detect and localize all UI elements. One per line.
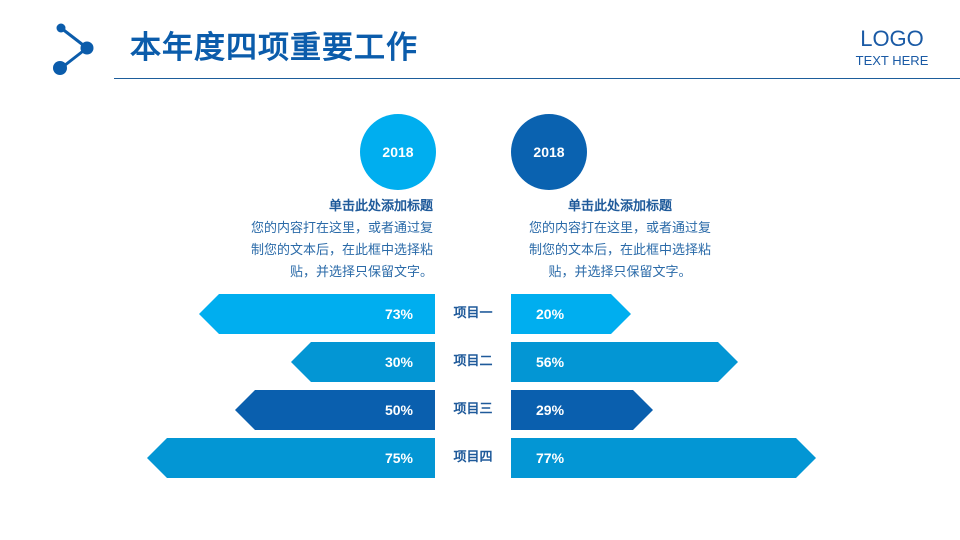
desc-line: 您的内容打在这里，或者通过复	[528, 221, 711, 236]
year-badge-left: 2018	[360, 114, 436, 190]
page-title: 本年度四项重要工作	[130, 30, 418, 66]
bar-value: 20%	[536, 306, 565, 322]
right-bar-row2: 56%	[511, 342, 738, 382]
year-badge-right: 2018	[511, 114, 587, 190]
row-label: 项目三	[453, 402, 493, 417]
right-bar-row3: 29%	[511, 390, 653, 430]
year-text: 2018	[382, 144, 414, 160]
desc-line: 制您的文本后，在此框中选择粘	[528, 243, 711, 258]
desc-line: 贴，并选择只保留文字。	[548, 265, 692, 280]
left-bar-row4: 75%	[147, 438, 435, 478]
logo-subtext: TEXT HERE	[855, 53, 929, 68]
bar-value: 50%	[384, 402, 413, 418]
logo-text: LOGO	[860, 26, 924, 51]
right-bar-row4: 77%	[511, 438, 816, 478]
desc-line: 制您的文本后，在此框中选择粘	[250, 243, 433, 258]
right-bar-row1: 20%	[511, 294, 631, 334]
year-text: 2018	[533, 144, 565, 160]
desc-line: 您的内容打在这里，或者通过复	[250, 221, 433, 236]
bar-value: 30%	[384, 354, 413, 370]
header-divider	[114, 78, 960, 79]
bar-value: 29%	[536, 402, 565, 418]
left-heading: 单击此处添加标题	[328, 199, 433, 214]
bar-value: 73%	[384, 306, 413, 322]
right-heading: 单击此处添加标题	[567, 199, 672, 214]
row-label: 项目四	[453, 450, 493, 465]
left-bar-row3: 50%	[235, 390, 435, 430]
bar-value: 56%	[536, 354, 565, 370]
left-bar-row2: 30%	[291, 342, 435, 382]
row-label: 项目一	[453, 306, 493, 321]
desc-line: 贴，并选择只保留文字。	[289, 265, 433, 280]
bar-value: 75%	[384, 450, 413, 466]
bar-value: 77%	[536, 450, 565, 466]
row-label: 项目二	[453, 354, 493, 369]
right-description: 您的内容打在这里，或者通过复 制您的文本后，在此框中选择粘 贴，并选择只保留文字…	[500, 218, 740, 284]
logo-icon	[48, 20, 100, 76]
left-description: 您的内容打在这里，或者通过复 制您的文本后，在此框中选择粘 贴，并选择只保留文字…	[193, 218, 433, 284]
left-bar-row1: 73%	[199, 294, 435, 334]
